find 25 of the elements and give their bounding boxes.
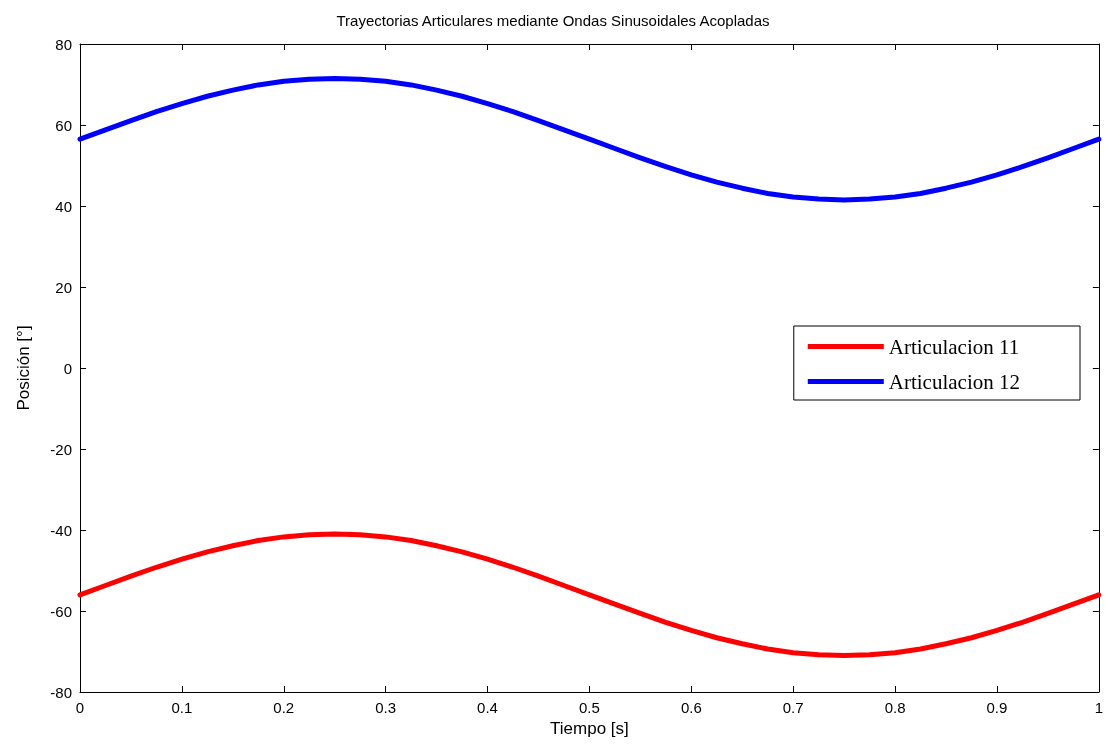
x-tick-label: 0.5 <box>578 699 600 716</box>
y-tick-label: -40 <box>50 521 72 539</box>
x-tick-label: 1 <box>1094 699 1103 716</box>
y-tick-label: -80 <box>50 683 72 701</box>
x-tick-label: 0.2 <box>273 699 295 716</box>
x-tick-label: 0.4 <box>477 699 498 716</box>
x-axis-title: Tiempo [s] <box>550 718 629 738</box>
y-tick-label: -60 <box>50 602 72 620</box>
y-tick-label: 0 <box>63 359 72 377</box>
x-tick-label: 0.8 <box>884 699 906 716</box>
x-tick-label: 0.1 <box>171 699 193 716</box>
y-tick-label: 40 <box>55 197 72 215</box>
x-tick-label: 0.9 <box>986 699 1008 716</box>
legend-label: Articulacion 12 <box>888 369 1021 394</box>
y-tick-label: 60 <box>55 116 72 134</box>
x-tick-label: 0.3 <box>375 699 397 716</box>
x-tick-label: 0.6 <box>680 699 702 716</box>
y-tick-label: -20 <box>50 440 72 458</box>
chart-title: Trayectorias Articulares mediante Ondas Sinusoidales Acopladas <box>336 12 770 29</box>
x-tick-label: 0.7 <box>782 699 804 716</box>
legend-label: Articulacion 11 <box>888 334 1020 359</box>
y-tick-label: 20 <box>55 278 72 296</box>
y-axis-title: Posición [°] <box>14 325 33 411</box>
x-tick-label: 0 <box>75 699 85 716</box>
y-tick-label: 80 <box>55 35 72 53</box>
